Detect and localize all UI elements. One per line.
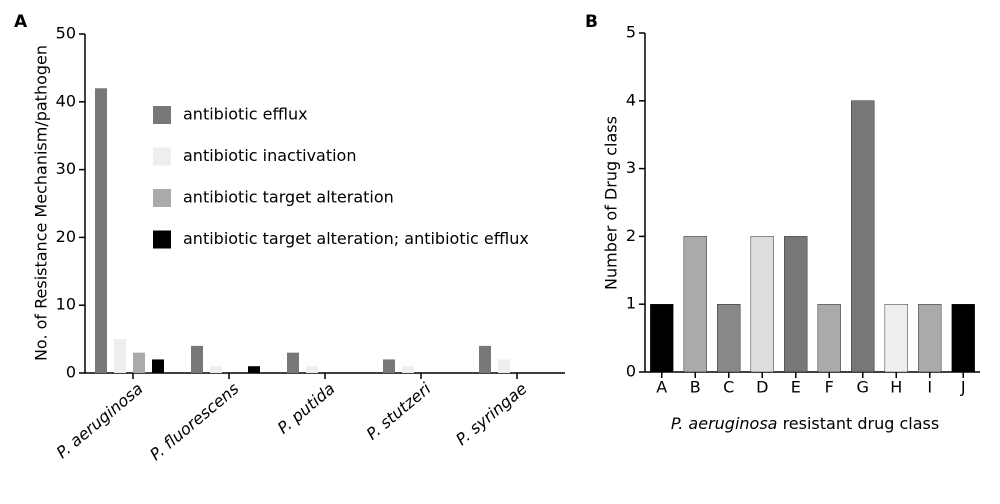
bar [306, 366, 318, 373]
y-tick-label: 1 [626, 294, 636, 313]
bar [133, 352, 145, 373]
bar [95, 88, 107, 374]
y-tick-label: 4 [626, 90, 636, 109]
bar [402, 366, 414, 373]
bar [717, 304, 741, 373]
legend-swatch [153, 106, 171, 124]
legend-label: antibiotic target alteration [183, 188, 394, 207]
y-tick-label: 30 [56, 159, 76, 178]
legend-label: antibiotic inactivation [183, 146, 356, 165]
x-tick-label: P. putida [274, 379, 339, 438]
x-axis-label: P. aeruginosa resistant drug class [671, 414, 939, 433]
x-tick-label: J [960, 378, 966, 397]
y-tick-label: 5 [626, 23, 636, 42]
bar [191, 345, 203, 373]
x-tick-label: C [723, 378, 734, 397]
bar [383, 359, 395, 373]
x-axis-label-rest: resistant drug class [783, 414, 940, 433]
bar [817, 304, 841, 373]
x-tick-label: E [791, 378, 801, 397]
x-tick-label: P. aeruginosa [53, 379, 147, 462]
bar [683, 236, 707, 373]
x-tick-label: D [756, 378, 768, 397]
legend-swatch [153, 230, 171, 249]
bar [210, 366, 222, 373]
legend-label: antibiotic target alteration; antibiotic… [183, 229, 529, 248]
legend-swatch [153, 189, 171, 207]
bar [498, 359, 510, 373]
x-tick-label: P. fluorescens [146, 379, 242, 464]
y-tick-label: 40 [56, 91, 76, 110]
y-axis-label: Number of Drug class [602, 116, 621, 290]
x-tick-label: A [656, 378, 667, 397]
y-tick-label: 0 [626, 362, 636, 381]
y-tick-label: 50 [56, 24, 76, 43]
y-tick-label: 10 [56, 295, 76, 314]
x-tick-label: I [927, 378, 932, 397]
bar [851, 100, 875, 373]
x-tick-label: F [825, 378, 834, 397]
x-tick-label: B [690, 378, 701, 397]
legend-label: antibiotic efflux [183, 105, 308, 124]
bar [918, 304, 942, 373]
x-tick-label: P. stutzeri [363, 379, 435, 444]
y-tick-label: 2 [626, 226, 636, 245]
x-tick-label: P. syringae [452, 379, 531, 449]
bar [884, 304, 908, 373]
bar [650, 304, 674, 373]
panel-label: A [14, 12, 28, 32]
bar [951, 304, 975, 373]
bar [479, 345, 491, 373]
bar [152, 359, 164, 373]
y-tick-label: 0 [66, 363, 76, 382]
bar [750, 236, 774, 373]
y-tick-label: 3 [626, 158, 636, 177]
legend-swatch [153, 147, 171, 166]
bar [287, 352, 299, 373]
y-axis-label: No. of Resistance Mechanism/pathogen [32, 45, 51, 361]
y-tick-label: 20 [56, 227, 76, 246]
x-tick-label: G [857, 378, 869, 397]
bar [114, 339, 126, 373]
bar [248, 366, 260, 373]
x-axis-label-italic: P. aeruginosa [671, 414, 778, 433]
bar [784, 236, 808, 373]
panel-label: B [585, 12, 598, 32]
x-tick-label: H [890, 378, 902, 397]
